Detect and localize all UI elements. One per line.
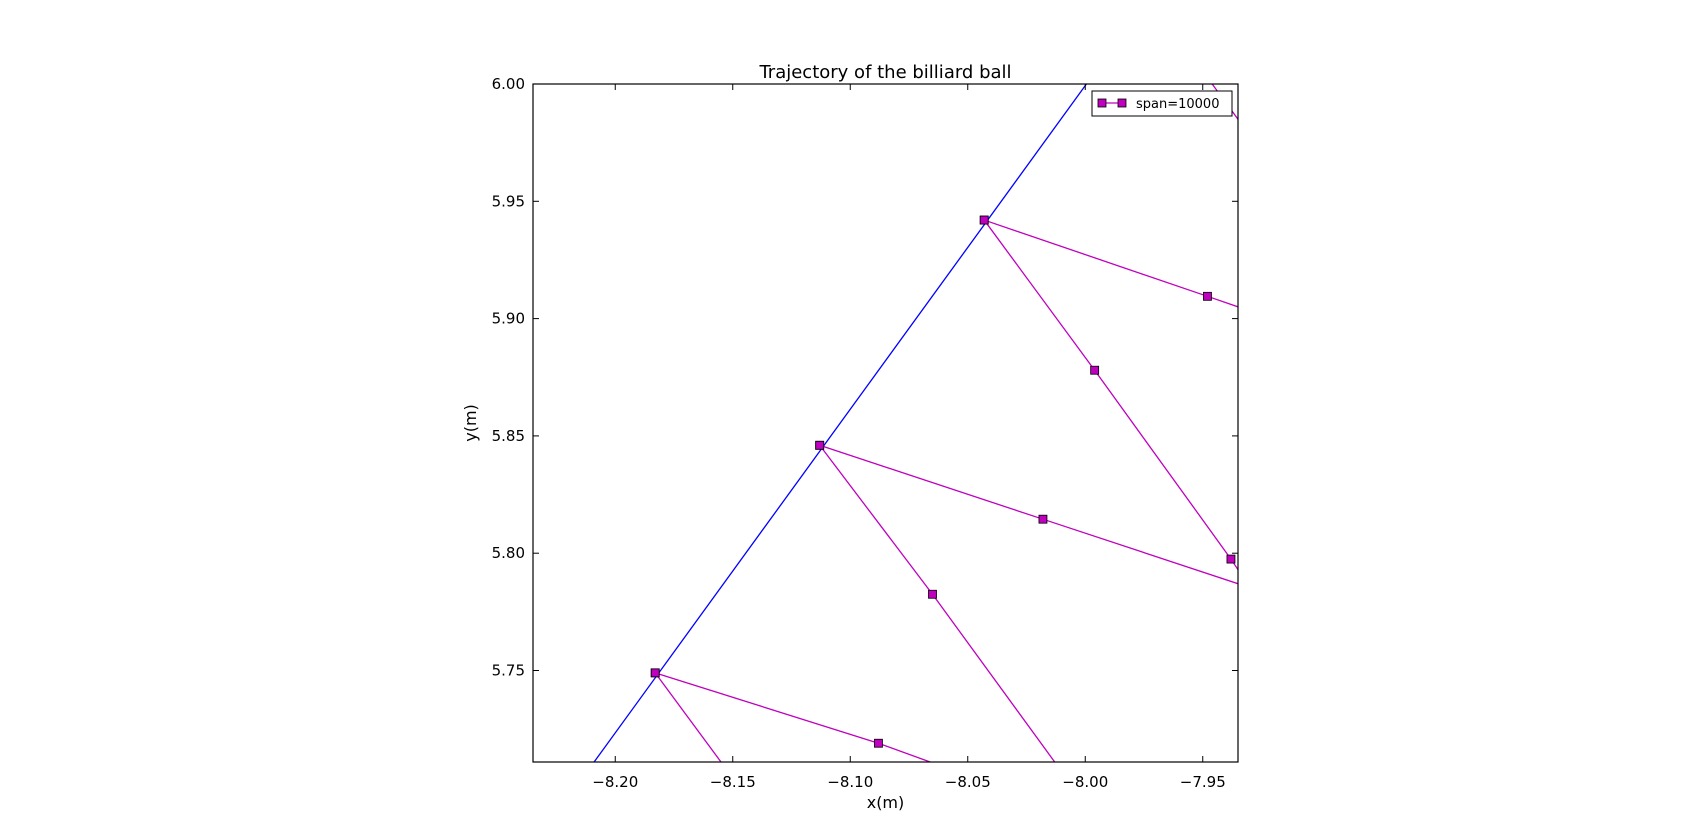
trajectory-segment <box>654 672 722 762</box>
x-tick-label: −8.10 <box>827 773 873 791</box>
x-tick-label: −8.00 <box>1062 773 1108 791</box>
x-tick-label: −8.05 <box>945 773 991 791</box>
trajectory-point <box>815 440 825 450</box>
plot-area <box>593 84 1238 762</box>
x-tick-label: −8.15 <box>710 773 756 791</box>
trajectory-segment <box>983 219 1238 308</box>
trajectory-segment <box>819 444 1238 585</box>
y-tick-label: 5.75 <box>492 662 525 680</box>
y-tick-label: 5.90 <box>492 310 525 328</box>
trajectory-point <box>979 215 989 225</box>
x-tick-label: −8.20 <box>592 773 638 791</box>
chart-title: Trajectory of the billiard ball <box>758 62 1011 83</box>
trajectory-segment <box>655 672 931 762</box>
trajectory-segment <box>983 219 1238 570</box>
x-tick-label: −7.95 <box>1180 773 1226 791</box>
trajectory-point <box>1226 554 1236 564</box>
trajectory-point <box>1203 291 1212 301</box>
y-axis-label: y(m) <box>461 404 480 442</box>
y-tick-label: 5.95 <box>492 192 525 210</box>
legend: span=10000 <box>1091 90 1233 117</box>
boundary-line <box>593 84 1087 762</box>
y-tick-label: 5.85 <box>492 427 525 445</box>
axis-ticks: −8.20 −8.15 −8.10 −8.05 −8.00 −7.95 5.75 5.80 5.… <box>492 75 1238 791</box>
legend-entry-label: span=10000 <box>1136 97 1219 112</box>
plot-frame <box>532 83 1239 763</box>
trajectory-point <box>1090 365 1100 375</box>
y-tick-label: 5.80 <box>492 544 525 562</box>
y-tick-label: 6.00 <box>492 75 525 93</box>
legend-marker <box>1097 98 1107 108</box>
legend-marker <box>1117 98 1127 108</box>
trajectory-point <box>874 738 883 748</box>
trajectory-point <box>1038 514 1048 524</box>
trajectory-segment <box>819 444 1056 762</box>
trajectory-point <box>928 589 937 599</box>
x-axis-label: x(m) <box>867 793 905 812</box>
trajectory-point <box>650 668 660 678</box>
data-markers <box>650 215 1236 748</box>
